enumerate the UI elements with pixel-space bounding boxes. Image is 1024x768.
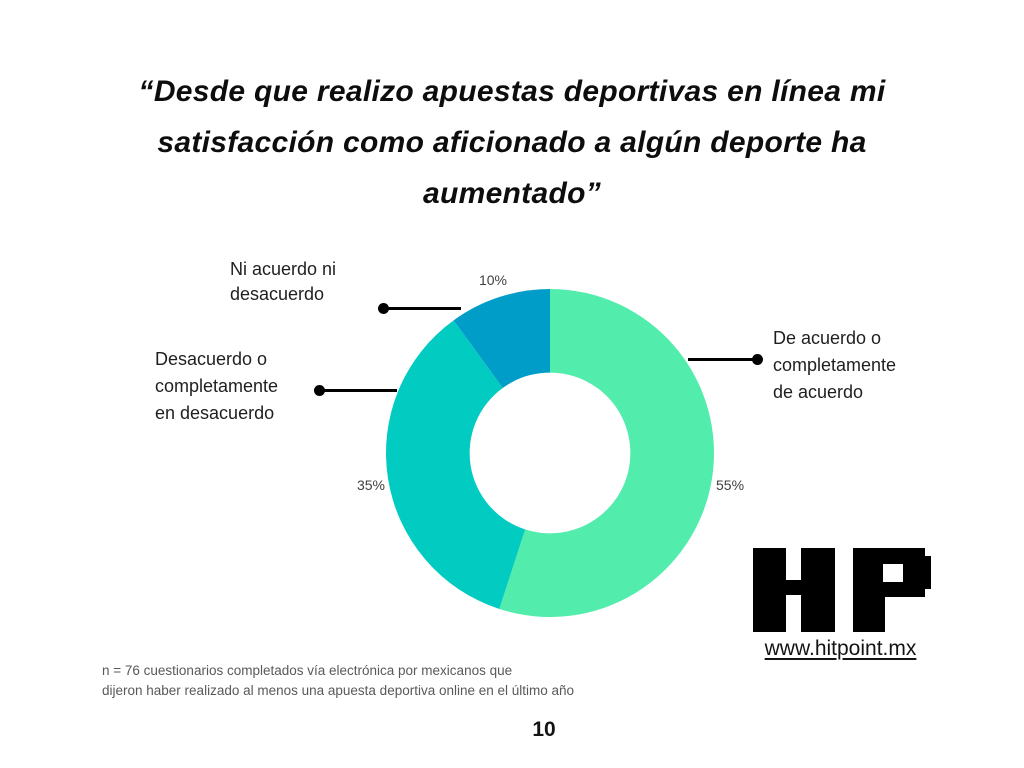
callout-line-agree <box>688 358 756 361</box>
callout-line-disagree <box>322 389 397 392</box>
donut-chart <box>385 288 715 618</box>
segment-value-label-disagree: 35% <box>356 477 385 493</box>
donut-segment-1 <box>385 320 526 609</box>
callout-dot-disagree <box>314 385 325 396</box>
callout-line-neutral <box>386 307 461 310</box>
donut-chart-svg <box>385 289 715 617</box>
slide-title: “Desde que realizo apuestas deportivas e… <box>138 75 886 210</box>
segment-label-agree: De acuerdo o completamente de acuerdo <box>773 328 897 402</box>
callout-dot-neutral <box>378 303 389 314</box>
segment-value-label-neutral: 10% <box>478 272 508 288</box>
donut-segment-0 <box>499 289 715 617</box>
segment-value-label-agree: 55% <box>716 477 745 493</box>
callout-dot-agree <box>752 354 763 365</box>
footnote: n = 76 cuestionarios completados vía ele… <box>102 663 575 698</box>
page-number: 10 <box>532 718 556 741</box>
segment-label-disagree: Desacuerdo o completamente en desacuerdo <box>155 349 279 423</box>
hitpoint-logo <box>753 548 931 632</box>
website-link[interactable]: www.hitpoint.mx <box>764 637 917 660</box>
segment-label-neutral: Ni acuerdo ni desacuerdo <box>230 259 337 304</box>
donut-segment-2 <box>453 289 550 388</box>
